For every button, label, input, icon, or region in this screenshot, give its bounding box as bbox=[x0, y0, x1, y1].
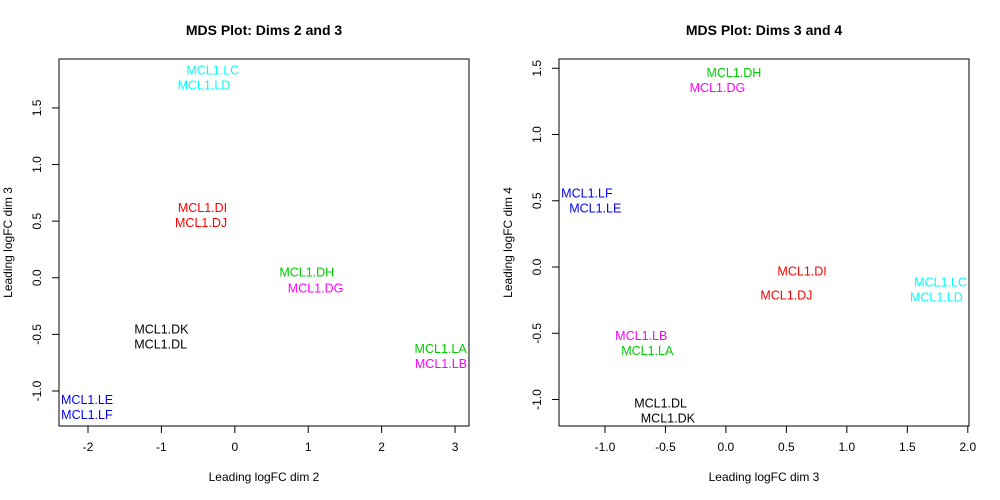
y-tick-label: -0.5 bbox=[530, 323, 544, 344]
y-axis-label: Leading logFC dim 3 bbox=[1, 187, 15, 298]
x-axis-label: Leading logFC dim 3 bbox=[709, 470, 820, 484]
y-tick-label: 0.5 bbox=[530, 192, 544, 209]
x-tick-label: 2.0 bbox=[959, 440, 976, 454]
point-label-mcl1-le: MCL1.LE bbox=[569, 201, 621, 215]
y-tick-label: 0.0 bbox=[530, 258, 544, 275]
y-tick-label: 1.0 bbox=[30, 156, 44, 173]
y-tick-label: 1.5 bbox=[530, 60, 544, 77]
point-label-mcl1-lb: MCL1.LB bbox=[415, 357, 467, 371]
point-label-mcl1-dh: MCL1.DH bbox=[706, 66, 761, 80]
point-label-mcl1-dl: MCL1.DL bbox=[634, 397, 687, 411]
y-tick-label: -0.5 bbox=[30, 324, 44, 345]
point-label-mcl1-lc: MCL1.LC bbox=[186, 63, 239, 77]
point-label-mcl1-dl: MCL1.DL bbox=[134, 338, 187, 352]
x-tick-label: -0.5 bbox=[655, 440, 676, 454]
points-layer: MCL1.LCMCL1.LDMCL1.DIMCL1.DJMCL1.DHMCL1.… bbox=[61, 63, 467, 422]
point-label-mcl1-dg: MCL1.DG bbox=[690, 81, 746, 95]
x-tick-label: -1.0 bbox=[595, 440, 616, 454]
plot-frame bbox=[558, 58, 970, 427]
point-label-mcl1-lb: MCL1.LB bbox=[615, 329, 667, 343]
y-axis-label: Leading logFC dim 4 bbox=[501, 187, 515, 298]
point-label-mcl1-ld: MCL1.LD bbox=[178, 78, 231, 92]
point-label-mcl1-dj: MCL1.DJ bbox=[760, 288, 812, 302]
panel-2: MDS Plot: Dims 3 and 4 Leading logFC dim … bbox=[501, 22, 976, 484]
point-label-mcl1-dk: MCL1.DK bbox=[134, 323, 189, 337]
point-label-mcl1-la: MCL1.LA bbox=[415, 342, 468, 356]
y-tick-label: -1.0 bbox=[30, 380, 44, 401]
x-tick-label: -2 bbox=[83, 440, 94, 454]
x-tick-label: 0.5 bbox=[778, 440, 795, 454]
point-label-mcl1-di: MCL1.DI bbox=[777, 264, 826, 278]
point-label-mcl1-lf: MCL1.LF bbox=[61, 408, 113, 422]
plot-frame bbox=[58, 58, 470, 427]
point-label-mcl1-dg: MCL1.DG bbox=[288, 281, 344, 295]
point-label-mcl1-la: MCL1.LA bbox=[621, 344, 674, 358]
x-tick-label: 0 bbox=[231, 440, 238, 454]
chart-title: MDS Plot: Dims 2 and 3 bbox=[186, 22, 343, 38]
point-label-mcl1-dj: MCL1.DJ bbox=[175, 216, 227, 230]
point-label-mcl1-di: MCL1.DI bbox=[178, 201, 227, 215]
y-tick-label: 1.0 bbox=[530, 126, 544, 143]
y-tick-label: 0.5 bbox=[30, 212, 44, 229]
x-tick-label: 1.0 bbox=[839, 440, 856, 454]
point-label-mcl1-dk: MCL1.DK bbox=[641, 412, 696, 426]
point-label-mcl1-le: MCL1.LE bbox=[61, 393, 113, 407]
x-tick-label: 1 bbox=[305, 440, 312, 454]
x-tick-label: -1 bbox=[156, 440, 167, 454]
x-tick-label: 3 bbox=[452, 440, 459, 454]
y-tick-label: 0.0 bbox=[30, 269, 44, 286]
point-label-mcl1-lf: MCL1.LF bbox=[561, 186, 613, 200]
x-tick-label: 2 bbox=[378, 440, 385, 454]
point-label-mcl1-lc: MCL1.LC bbox=[914, 276, 967, 290]
chart-title: MDS Plot: Dims 3 and 4 bbox=[686, 22, 843, 38]
y-tick-label: 1.5 bbox=[30, 99, 44, 116]
x-axis-label: Leading logFC dim 2 bbox=[209, 470, 320, 484]
x-tick-label: 1.5 bbox=[899, 440, 916, 454]
x-tick-label: 0.0 bbox=[718, 440, 735, 454]
y-tick-label: -1.0 bbox=[530, 389, 544, 410]
point-label-mcl1-ld: MCL1.LD bbox=[910, 291, 963, 305]
panel-1: MDS Plot: Dims 2 and 3 Leading logFC dim … bbox=[1, 22, 470, 484]
point-label-mcl1-dh: MCL1.DH bbox=[279, 266, 334, 280]
